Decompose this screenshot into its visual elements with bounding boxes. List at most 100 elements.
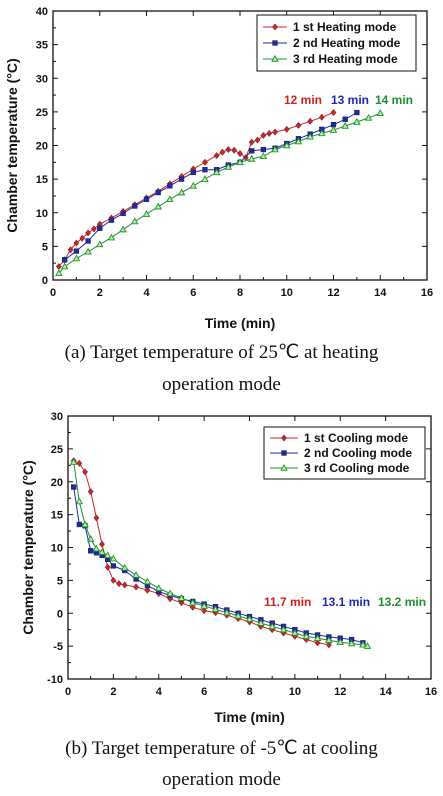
data-point (133, 583, 139, 591)
data-point (95, 240, 104, 248)
data-point (154, 202, 162, 210)
y-tick-label: -5 (53, 641, 63, 653)
data-point (99, 540, 105, 548)
data-point (202, 158, 208, 166)
data-point (142, 210, 151, 217)
legend-label: 1 st Heating mode (293, 20, 397, 34)
cooling-chart: 0 2 4 6 8 10 12 14 16 -10 -5 0 5 10 15 20 25 30 Time (min)… (20, 411, 437, 725)
data-point (268, 622, 276, 630)
x-tick-label: 14 (380, 686, 393, 698)
caption-b-line1: (b) Target temperature of -5℃ at cooling (65, 738, 378, 759)
heating-chart: 0 2 4 6 8 10 12 14 16 0 5 10 15 20 25 30 35 40 Time (min) C… (4, 6, 433, 331)
data-point (67, 246, 74, 254)
data-point (318, 129, 326, 137)
data-point (107, 233, 116, 241)
data-point (245, 615, 254, 622)
data-point (131, 217, 139, 225)
data-point (307, 117, 314, 125)
legend-swatch-marker (272, 40, 278, 46)
data-point (75, 497, 84, 505)
x-axis-label: Time (min) (214, 709, 285, 725)
data-point (325, 641, 332, 649)
data-point (347, 639, 356, 647)
data-point (325, 636, 333, 643)
caption-a-line2: operation mode (162, 374, 281, 395)
y-tick-label: 30 (51, 411, 63, 423)
data-point (82, 468, 88, 476)
data-point (167, 183, 173, 189)
time-annotation: 13.2 min (378, 595, 426, 609)
data-point (266, 129, 273, 137)
y-tick-label: 25 (51, 444, 63, 456)
data-point (190, 169, 196, 176)
x-axis-label: Time (min) (205, 315, 276, 331)
data-point (211, 605, 220, 613)
data-point (189, 598, 197, 606)
data-point (178, 176, 185, 182)
x-tick-label: 0 (65, 686, 71, 698)
data-point (79, 234, 86, 242)
x-tick-label: 6 (201, 686, 207, 698)
data-point (202, 167, 208, 173)
data-point (88, 548, 94, 554)
series-2 (62, 109, 360, 263)
data-point (302, 632, 310, 640)
legend-swatch-marker (281, 450, 287, 456)
data-point (93, 514, 100, 522)
data-point (225, 145, 232, 154)
x-tick-label: 12 (334, 686, 346, 698)
y-tick-label: -10 (47, 674, 63, 686)
data-point (92, 544, 101, 552)
data-point (237, 149, 243, 158)
data-point (110, 576, 117, 584)
data-point (231, 146, 238, 154)
data-point (271, 145, 279, 153)
data-point (120, 563, 129, 571)
legend-label: 1 st Cooling mode (304, 431, 408, 445)
y-tick-label: 10 (36, 208, 48, 220)
y-tick-label: 15 (36, 174, 48, 186)
data-point (85, 238, 91, 244)
y-tick-label: 10 (51, 543, 63, 555)
caption-b-line2: operation mode (162, 769, 281, 790)
data-point (259, 152, 268, 160)
x-tick-label: 12 (327, 287, 339, 299)
x-tick-label: 16 (425, 686, 437, 698)
y-tick-label: 0 (42, 275, 48, 287)
legend-label: 3 rd Cooling mode (304, 461, 410, 475)
data-point (359, 640, 367, 648)
x-tick-label: 16 (421, 287, 433, 299)
data-point (189, 603, 196, 611)
data-point (212, 168, 221, 176)
data-point (342, 116, 348, 122)
data-point (364, 113, 373, 121)
time-annotation: 13.1 min (322, 595, 370, 609)
legend-label: 2 nd Cooling mode (304, 446, 412, 460)
data-point (260, 146, 267, 153)
y-tick-label: 30 (36, 73, 48, 85)
data-point (144, 586, 151, 594)
caption-a-line1: (a) Target temperature of 25℃ at heating (64, 342, 379, 363)
y-tick-label: 20 (51, 477, 63, 489)
legend-swatch-marker (280, 463, 288, 471)
data-point (189, 181, 198, 189)
data-point (154, 584, 163, 592)
y-tick-label: 0 (57, 608, 63, 620)
x-tick-label: 6 (190, 287, 196, 299)
data-point (236, 158, 244, 166)
x-tick-label: 14 (374, 287, 387, 299)
x-tick-label: 2 (97, 287, 103, 299)
data-point (166, 589, 174, 597)
data-point (201, 175, 209, 182)
data-point (313, 634, 322, 641)
data-point (103, 551, 112, 559)
x-tick-label: 4 (143, 287, 150, 299)
series-1 (70, 457, 332, 649)
data-point (294, 137, 303, 145)
data-point (223, 608, 231, 616)
data-point (73, 239, 80, 247)
data-point (248, 138, 255, 146)
data-point (201, 607, 208, 615)
data-point (254, 136, 261, 144)
data-point (72, 254, 81, 262)
